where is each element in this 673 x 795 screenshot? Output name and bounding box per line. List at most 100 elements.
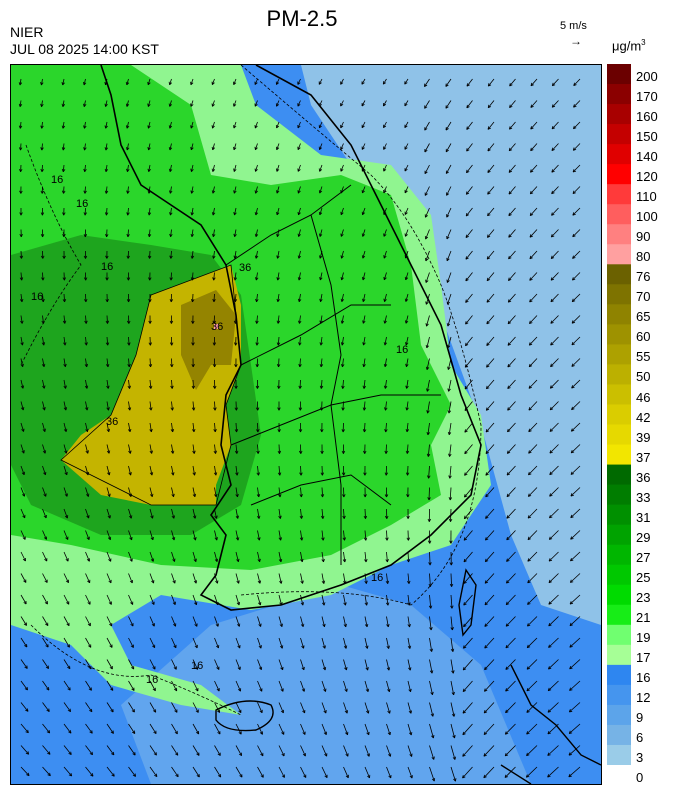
wind-vector-head (572, 169, 577, 173)
wind-vector (404, 164, 409, 172)
wind-vector (171, 680, 178, 692)
wind-vector (20, 422, 24, 432)
wind-vector (383, 143, 387, 150)
wind-vector (276, 229, 280, 237)
wind-vector (297, 100, 301, 107)
wind-vector-head (193, 580, 197, 584)
wind-vector-head (450, 648, 455, 652)
wind-vector-head (466, 126, 470, 130)
wind-vector-head (446, 323, 451, 327)
wind-vector-head (87, 579, 91, 584)
wind-vector (485, 551, 495, 562)
wind-vector (171, 508, 175, 519)
colorbar-labels: 200 170 160 150 140 120 110 100 90 80 76 70 65 60 55 50… (636, 64, 673, 785)
wind-vector-head (147, 233, 152, 238)
wind-vector (446, 207, 452, 218)
wind-vector (235, 551, 239, 562)
wind-vector (446, 229, 452, 240)
wind-vector-head (530, 126, 534, 130)
wind-vector (319, 229, 323, 237)
wind-vector-head (66, 601, 70, 605)
wind-vector (361, 100, 366, 107)
wind-vector-head (548, 536, 553, 540)
wind-vector (257, 702, 263, 713)
wind-vector (449, 465, 452, 479)
wind-vector-head (104, 103, 108, 107)
wind-vector (487, 121, 495, 130)
wind-vector-head (213, 407, 217, 411)
wind-vector-head (211, 212, 216, 216)
wind-vector (20, 745, 30, 755)
wind-vector-head (447, 366, 451, 370)
wind-vector-head (61, 125, 66, 129)
wind-vector (149, 422, 152, 432)
wind-vector (127, 186, 129, 194)
wind-vector (233, 143, 237, 151)
wind-vector-head (367, 774, 371, 779)
wind-vector (425, 272, 430, 283)
wind-vector (106, 336, 109, 346)
wind-vector-head (45, 644, 49, 648)
colorbar-swatch (607, 704, 631, 726)
wind-vector-head (192, 450, 196, 454)
wind-vector (321, 487, 323, 498)
wind-vector (234, 207, 237, 216)
wind-vector-head (276, 211, 280, 216)
wind-vector (20, 465, 25, 475)
wind-vector (504, 745, 516, 757)
wind-vector-head (234, 429, 239, 433)
wind-vector-head (404, 146, 408, 150)
wind-vector-head (217, 774, 222, 778)
wind-vector-head (404, 102, 408, 107)
wind-vector-head (45, 622, 49, 627)
wind-vector (340, 121, 344, 129)
wind-vector-head (233, 81, 237, 86)
wind-vector-head (212, 342, 217, 346)
wind-vector (549, 530, 559, 540)
wind-vector (192, 293, 194, 302)
wind-vector-head (64, 493, 68, 497)
wind-vector-head (362, 320, 366, 324)
wind-vector (63, 358, 66, 367)
wind-vector-head (429, 670, 434, 674)
wind-vector-head (465, 342, 469, 347)
wind-vector-head (280, 709, 284, 714)
colorbar-swatch (607, 184, 631, 205)
wind-vector (364, 723, 370, 735)
wind-vector-head (527, 601, 531, 605)
wind-vector (276, 78, 280, 85)
wind-vector-head (212, 277, 216, 281)
wind-vector (506, 551, 516, 562)
wind-vector (213, 272, 215, 281)
wind-vector (343, 766, 349, 778)
wind-vector (192, 551, 197, 562)
wind-vector (126, 143, 129, 151)
wind-vector-head (451, 691, 455, 696)
wind-vector-head (507, 342, 511, 346)
wind-vector (190, 78, 194, 85)
wind-vector-head (62, 255, 66, 259)
wind-vector (428, 487, 430, 501)
wind-vector (508, 272, 516, 281)
wind-vector (429, 680, 433, 695)
wind-vector (106, 401, 109, 411)
wind-vector (526, 702, 538, 713)
wind-vector (407, 465, 409, 476)
wind-vector (528, 379, 538, 389)
wind-vector (149, 379, 152, 389)
wind-vector (448, 401, 452, 414)
wind-vector (429, 766, 435, 782)
wind-vector (128, 637, 134, 648)
wind-vector-head (363, 472, 367, 476)
wind-vector (85, 315, 87, 324)
wind-vector (343, 659, 347, 671)
wind-vector-head (361, 124, 365, 129)
wind-vector-head (104, 125, 108, 129)
wind-vector (300, 594, 304, 606)
wind-vector-head (297, 103, 301, 107)
wind-vector-head (526, 644, 531, 649)
wind-vector-head (484, 666, 488, 671)
wind-vector-head (168, 81, 172, 86)
wind-vector-head (233, 233, 237, 237)
wind-vector (548, 594, 559, 605)
